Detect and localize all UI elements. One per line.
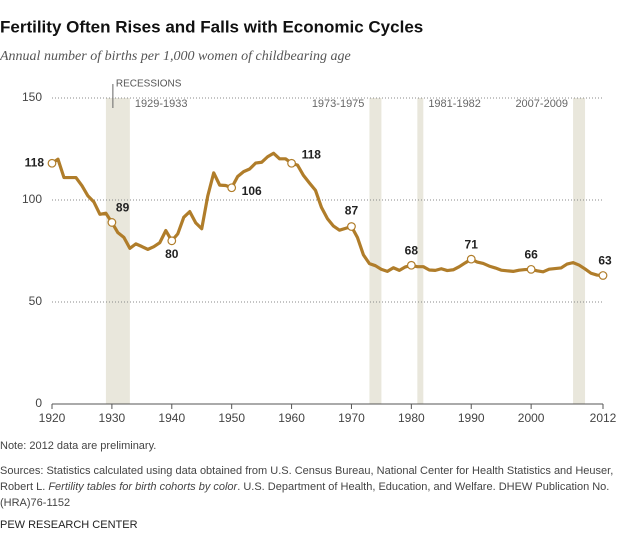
source-text: . U.S. Department of Health, Education, …	[0, 481, 610, 509]
point-marker	[347, 222, 356, 231]
chart-title: Fertility Often Rises and Falls with Eco…	[0, 17, 423, 36]
x-tick-label: 2000	[518, 411, 545, 425]
point-marker	[466, 254, 476, 264]
point-marker	[287, 158, 296, 168]
point-marker	[167, 236, 177, 246]
note: Note: 2012 data are preliminary.	[0, 440, 156, 452]
point-marker	[526, 264, 536, 274]
point-marker	[47, 158, 57, 168]
value-label: 106	[242, 184, 262, 198]
chart-subtitle: Annual number of births per 1,000 women …	[0, 49, 351, 64]
value-label: 66	[524, 248, 538, 262]
point-marker	[406, 260, 416, 270]
x-tick-label: 1980	[398, 411, 425, 425]
x-tick-label: 1950	[218, 411, 245, 425]
x-tick-label: 1990	[458, 411, 485, 425]
recession-label: 1929-1933	[135, 98, 188, 110]
recession-band	[105, 98, 130, 404]
recession-band	[417, 98, 424, 404]
recession-label: 1973-1975	[312, 98, 365, 110]
y-tick-label: 100	[22, 192, 42, 206]
x-tick-label: 1920	[39, 411, 66, 425]
point-marker	[598, 271, 608, 280]
value-label: 68	[405, 243, 419, 257]
point-marker	[227, 183, 237, 193]
value-label: 71	[465, 237, 479, 251]
value-label: 87	[345, 204, 359, 218]
recessions-legend: RECESSIONS	[116, 79, 182, 90]
data-line	[51, 151, 604, 278]
y-tick-label: 0	[35, 396, 42, 410]
x-tick-label: 1960	[278, 411, 305, 425]
value-label: 89	[116, 201, 130, 215]
y-tick-label: 150	[22, 90, 42, 104]
recession-band	[573, 98, 586, 404]
x-tick-label: 1970	[338, 411, 365, 425]
value-label: 63	[598, 254, 612, 268]
recession-label: 2007-2009	[515, 98, 568, 110]
source: Sources: Statistics calculated using dat…	[0, 463, 636, 511]
x-tick-label: 2012	[590, 411, 617, 425]
recession-label: 1981-1982	[428, 98, 481, 110]
point-marker	[107, 218, 117, 227]
source-text: Sources: Statistics calculated using dat…	[0, 465, 614, 493]
source-title: Fertility tables for birth cohorts by co…	[48, 481, 238, 493]
y-tick-label: 50	[29, 294, 43, 308]
value-label: 80	[165, 247, 179, 261]
footer: PEW RESEARCH CENTER	[0, 519, 138, 531]
value-label: 118	[302, 147, 322, 161]
value-label: 118	[25, 155, 45, 169]
x-tick-label: 1930	[99, 411, 126, 425]
x-tick-label: 1940	[158, 411, 185, 425]
recession-band	[369, 98, 382, 404]
